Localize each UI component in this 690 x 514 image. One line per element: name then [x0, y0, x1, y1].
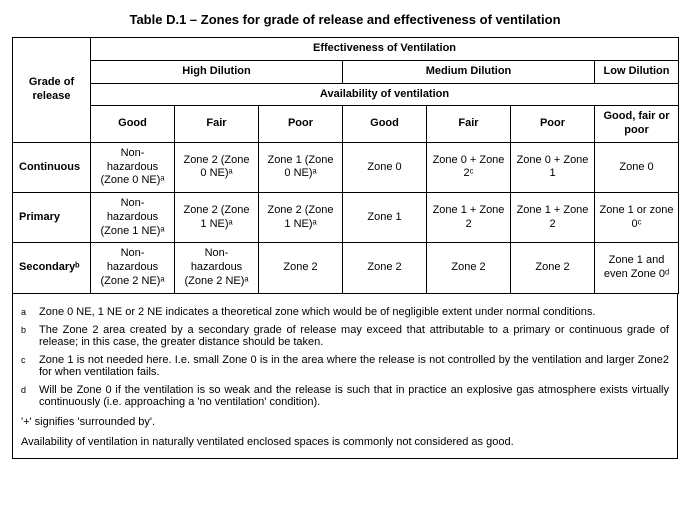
cell: Zone 0	[343, 142, 427, 192]
footnotes-block: a Zone 0 NE, 1 NE or 2 NE indicates a th…	[12, 294, 678, 459]
label-primary: Primary	[13, 193, 91, 243]
cell: Zone 2	[427, 243, 511, 293]
header-high-dilution: High Dilution	[91, 60, 343, 83]
cell: Zone 1	[343, 193, 427, 243]
header-poor-1: Poor	[259, 106, 343, 143]
header-good-2: Good	[343, 106, 427, 143]
cell: Zone 2 (Zone 1 NE)ᵃ	[175, 193, 259, 243]
footnote-mark: b	[21, 324, 39, 348]
row-secondary: Secondaryᵇ Non-hazardous (Zone 2 NE)ᵃ No…	[13, 243, 679, 293]
label-continuous: Continuous	[13, 142, 91, 192]
footnote-mark: a	[21, 306, 39, 318]
header-poor-2: Poor	[511, 106, 595, 143]
header-availability: Availability of ventilation	[91, 83, 679, 106]
table-title: Table D.1 – Zones for grade of release a…	[12, 12, 678, 27]
header-gfp: Good, fair or poor	[595, 106, 679, 143]
footnote-text: The Zone 2 area created by a secondary g…	[39, 324, 669, 348]
footnote-d: d Will be Zone 0 if the ventilation is s…	[21, 384, 669, 408]
cell: Zone 1 and even Zone 0ᵈ	[595, 243, 679, 293]
footnote-b: b The Zone 2 area created by a secondary…	[21, 324, 669, 348]
cell: Zone 1 + Zone 2	[427, 193, 511, 243]
cell: Zone 0 + Zone 1	[511, 142, 595, 192]
header-low-dilution: Low Dilution	[595, 60, 679, 83]
header-medium-dilution: Medium Dilution	[343, 60, 595, 83]
label-secondary: Secondaryᵇ	[13, 243, 91, 293]
footnote-text: Will be Zone 0 if the ventilation is so …	[39, 384, 669, 408]
header-effectiveness: Effectiveness of Ventilation	[91, 38, 679, 61]
cell: Zone 2	[511, 243, 595, 293]
cell: Non-hazardous (Zone 0 NE)ᵃ	[91, 142, 175, 192]
footnote-text: Zone 0 NE, 1 NE or 2 NE indicates a theo…	[39, 306, 669, 318]
header-fair-1: Fair	[175, 106, 259, 143]
cell: Zone 1 + Zone 2	[511, 193, 595, 243]
cell: Zone 2 (Zone 1 NE)ᵃ	[259, 193, 343, 243]
header-good-1: Good	[91, 106, 175, 143]
zones-table: Grade of release Effectiveness of Ventil…	[12, 37, 679, 294]
cell: Zone 1 or zone 0ᶜ	[595, 193, 679, 243]
row-continuous: Continuous Non-hazardous (Zone 0 NE)ᵃ Zo…	[13, 142, 679, 192]
footnote-mark: c	[21, 354, 39, 378]
cell: Non-hazardous (Zone 2 NE)ᵃ	[175, 243, 259, 293]
header-grade: Grade of release	[13, 38, 91, 143]
row-primary: Primary Non-hazardous (Zone 1 NE)ᵃ Zone …	[13, 193, 679, 243]
cell: Non-hazardous (Zone 1 NE)ᵃ	[91, 193, 175, 243]
cell: Zone 1 (Zone 0 NE)ᵃ	[259, 142, 343, 192]
cell: Zone 0 + Zone 2ᶜ	[427, 142, 511, 192]
cell: Zone 2	[343, 243, 427, 293]
footnote-a: a Zone 0 NE, 1 NE or 2 NE indicates a th…	[21, 306, 669, 318]
footnote-availability: Availability of ventilation in naturally…	[21, 436, 669, 448]
cell: Zone 2 (Zone 0 NE)ᵃ	[175, 142, 259, 192]
footnote-mark: d	[21, 384, 39, 408]
header-fair-2: Fair	[427, 106, 511, 143]
footnote-text: Zone 1 is not needed here. I.e. small Zo…	[39, 354, 669, 378]
cell: Zone 2	[259, 243, 343, 293]
footnote-c: c Zone 1 is not needed here. I.e. small …	[21, 354, 669, 378]
cell: Zone 0	[595, 142, 679, 192]
cell: Non-hazardous (Zone 2 NE)ᵃ	[91, 243, 175, 293]
footnote-plus: '+' signifies 'surrounded by'.	[21, 416, 669, 428]
